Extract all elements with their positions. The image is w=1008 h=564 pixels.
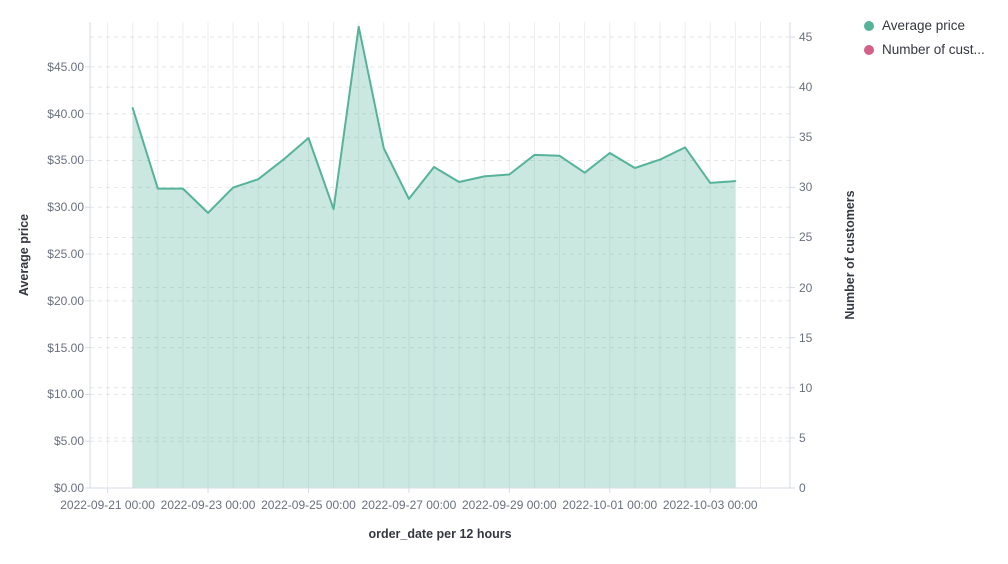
x-axis-tick-label: 2022-10-01 00:00 xyxy=(562,498,658,512)
average-price-area-fill xyxy=(132,26,736,488)
legend-marker-circle-icon xyxy=(864,20,874,31)
y-axis-right-tick-label: 30 xyxy=(799,180,813,195)
y-axis-left-tick-label: $10.00 xyxy=(47,387,84,402)
y-axis-right-tick-label: 35 xyxy=(799,130,813,145)
y-axis-left-tick-label: $20.00 xyxy=(47,293,84,308)
y-axis-right-tick-label: 10 xyxy=(799,380,813,395)
legend-item-number-of-customers[interactable]: Number of cust... xyxy=(864,42,985,57)
x-axis-tick-label: 2022-10-03 00:00 xyxy=(662,498,758,512)
chart-legend: Average price Number of cust... xyxy=(864,18,985,57)
y-axis-left-tick-label: $15.00 xyxy=(47,340,84,355)
y-axis-left-tick-label: $5.00 xyxy=(53,434,84,449)
average-price-line xyxy=(131,25,737,214)
y-axis-left-title: Average price xyxy=(17,213,31,297)
x-axis-tick-label: 2022-09-29 00:00 xyxy=(461,498,557,512)
x-axis-tick-label: 2022-09-25 00:00 xyxy=(261,498,356,512)
y-axis-left-tick-label: $35.00 xyxy=(47,153,84,168)
legend-label-average-price: Average price xyxy=(882,18,966,33)
y-axis-right-tick-label: 25 xyxy=(799,230,813,245)
y-axis-left-tick-label: $0.00 xyxy=(53,481,84,495)
y-axis-right-tick-label: 5 xyxy=(799,430,806,445)
x-axis-tick-label: 2022-09-27 00:00 xyxy=(361,498,457,512)
y-axis-right-tick-label: 45 xyxy=(799,30,813,45)
y-axis-right-tick-label: 15 xyxy=(799,330,813,345)
x-axis-title: order_date per 12 hours xyxy=(368,527,512,541)
y-axis-right-tick-label: 40 xyxy=(799,80,813,95)
y-axis-left-tick-label: $30.00 xyxy=(47,200,84,215)
y-axis-left-tick-label: $45.00 xyxy=(47,59,84,74)
y-axis-left-tick-label: $25.00 xyxy=(47,247,84,262)
x-axis-tick-label: 2022-09-23 00:00 xyxy=(160,498,256,512)
legend-item-average-price[interactable]: Average price xyxy=(864,18,985,33)
legend-marker-circle-icon xyxy=(864,44,874,55)
y-axis-right-title: Number of customers xyxy=(843,190,857,320)
legend-label-number-of-customers: Number of cust... xyxy=(882,42,985,57)
y-axis-right-tick-label: 0 xyxy=(799,481,806,495)
x-axis-tick-label: 2022-09-21 00:00 xyxy=(60,498,155,512)
y-axis-right-tick-label: 20 xyxy=(799,280,813,295)
y-axis-left-tick-label: $40.00 xyxy=(47,106,84,121)
